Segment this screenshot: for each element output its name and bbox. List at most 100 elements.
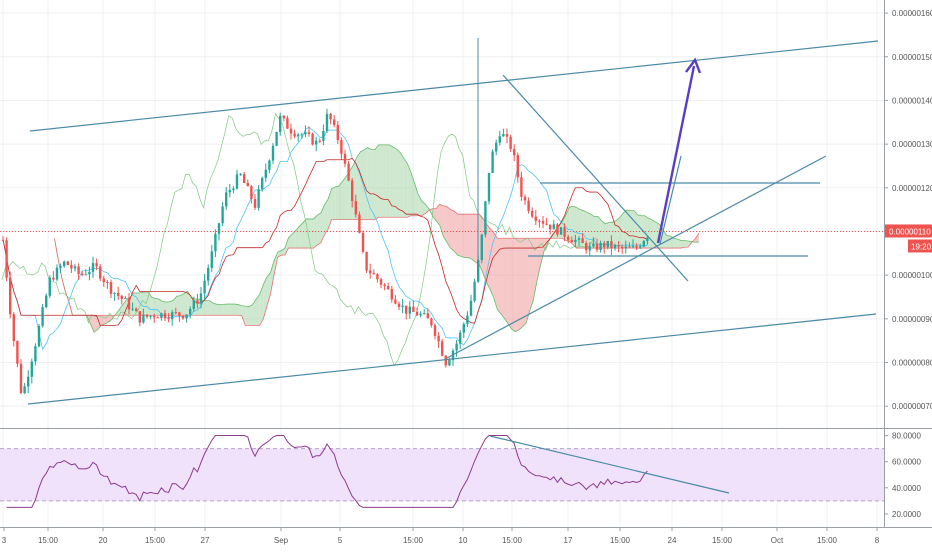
candle-body xyxy=(423,313,425,314)
cloud-segment xyxy=(360,150,364,220)
candle-body xyxy=(311,134,313,145)
cloud-segment xyxy=(576,207,580,248)
projection-arrow-line xyxy=(658,66,694,243)
candle-body xyxy=(59,266,61,267)
price-tick-label: 0.00000130 xyxy=(892,140,932,149)
candle-body xyxy=(517,155,519,177)
candle-body xyxy=(110,282,112,294)
candle-body xyxy=(74,266,76,268)
cloud-segment xyxy=(461,214,465,257)
cloud-segment xyxy=(447,207,451,249)
cloud-segment xyxy=(494,233,498,310)
candle-body xyxy=(535,217,537,221)
cloud-segment xyxy=(141,292,145,315)
candle-body xyxy=(304,132,306,134)
candle-body xyxy=(319,141,321,142)
candle-body xyxy=(56,268,58,280)
candle-body xyxy=(52,278,54,280)
candle-body xyxy=(261,178,263,189)
time-tick-label: Sep xyxy=(274,536,289,545)
candle-body xyxy=(542,221,544,224)
candle-body xyxy=(369,270,371,273)
candle-body xyxy=(491,151,493,172)
cloud-segment xyxy=(224,304,228,315)
cloud-segment xyxy=(90,315,94,332)
candle-body xyxy=(286,118,288,128)
candle-body xyxy=(509,137,511,149)
candle-body xyxy=(412,307,414,312)
candle-body xyxy=(257,189,259,208)
cloud-segment xyxy=(504,238,508,324)
candle-body xyxy=(247,183,249,186)
candle-body xyxy=(34,346,36,361)
time-tick-label: 15:00 xyxy=(712,536,733,545)
candle-body xyxy=(416,312,418,316)
candle-body xyxy=(553,224,555,229)
candle-body xyxy=(635,246,637,247)
cloud-segment xyxy=(335,186,339,219)
candle-body xyxy=(283,116,285,118)
candle-body xyxy=(193,300,195,309)
cloud-segment xyxy=(612,220,616,248)
candle-body xyxy=(610,241,612,248)
candle-body xyxy=(592,243,594,246)
candle-body xyxy=(167,318,169,319)
candle-body xyxy=(13,314,15,341)
candle-body xyxy=(250,186,252,199)
cloud-segment xyxy=(299,223,303,248)
cloud-segment xyxy=(519,238,523,330)
cloud-segment xyxy=(566,207,570,241)
cloud-segment xyxy=(404,158,408,217)
cloud-segment xyxy=(249,305,253,326)
cloud-segment xyxy=(389,145,393,217)
time-tick-label: 8 xyxy=(875,536,880,545)
time-tick-label: 3 xyxy=(2,536,7,545)
price-axis: 0.000000700.000000800.000000900.00000100… xyxy=(884,9,932,411)
candle-body xyxy=(239,174,241,175)
candle-body xyxy=(481,235,483,260)
candle-body xyxy=(135,309,137,312)
cloud-segment xyxy=(245,306,249,325)
candle-body xyxy=(160,313,162,318)
candle-body xyxy=(571,240,573,242)
candle-body xyxy=(527,200,529,211)
candle-body xyxy=(488,173,490,201)
cloud-segment xyxy=(216,304,220,315)
candle-body xyxy=(380,279,382,284)
candle-body xyxy=(333,119,335,125)
time-tick-label: 15:00 xyxy=(145,536,166,545)
candle-body xyxy=(275,132,277,146)
cloud-segment xyxy=(512,238,516,331)
candle-body xyxy=(164,313,166,318)
candle-body xyxy=(243,174,245,183)
rsi-tick-label: 80.0000 xyxy=(892,432,921,441)
cloud-segment xyxy=(159,299,163,315)
cloud-segment xyxy=(616,218,620,248)
cloud-segment xyxy=(681,241,685,249)
candle-body xyxy=(254,199,256,208)
candle-body xyxy=(340,140,342,154)
candle-body xyxy=(355,201,357,214)
cloud-segment xyxy=(382,145,386,217)
cloud-segment xyxy=(508,238,512,329)
candle-body xyxy=(556,224,558,234)
candle-body xyxy=(20,364,22,393)
candle-body xyxy=(326,114,328,131)
candle-body xyxy=(23,386,25,393)
candle-body xyxy=(625,247,627,249)
cloud-segment xyxy=(317,213,321,245)
candle-body xyxy=(45,296,47,308)
candle-body xyxy=(268,160,270,169)
candle-body xyxy=(185,314,187,318)
candle-body xyxy=(63,262,65,267)
candle-body xyxy=(196,300,198,303)
grid xyxy=(0,0,884,527)
candle-body xyxy=(401,306,403,307)
time-tick-label: 20 xyxy=(99,536,108,545)
ichimoku-cloud xyxy=(2,114,699,366)
time-tick-label: 15:00 xyxy=(403,536,424,545)
candle-body xyxy=(599,243,601,250)
candle-body xyxy=(221,206,223,223)
cloud-segment xyxy=(227,304,231,315)
candle-body xyxy=(628,247,630,248)
